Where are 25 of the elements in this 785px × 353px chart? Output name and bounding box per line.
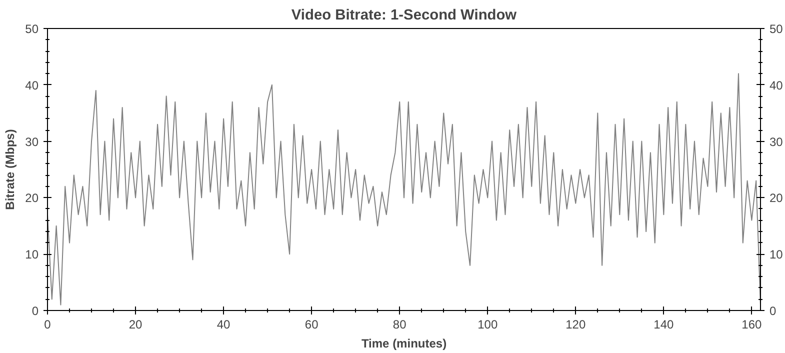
y-tick-label: 10 <box>25 248 39 262</box>
x-tick-label: 120 <box>566 318 586 332</box>
chart-title: Video Bitrate: 1-Second Window <box>291 8 518 24</box>
x-tick-label: 160 <box>742 318 762 332</box>
y-tick-label: 50 <box>25 22 39 36</box>
x-tick-label: 80 <box>392 318 407 332</box>
x-tick-label: 60 <box>304 318 319 332</box>
y-axis-title: Bitrate (Mbps) <box>3 129 18 210</box>
x-tick-label: 20 <box>128 318 143 332</box>
y2-tick-label: 0 <box>770 304 776 318</box>
y-tick-label: 0 <box>32 304 39 318</box>
y2-tick-label: 50 <box>770 22 784 36</box>
y2-tick-label: 10 <box>770 248 784 262</box>
x-tick-label: 140 <box>654 318 674 332</box>
x-tick-label: 40 <box>216 318 231 332</box>
y-tick-label: 20 <box>25 191 39 206</box>
x-tick-label: 0 <box>44 318 52 332</box>
x-tick-label: 100 <box>478 318 498 332</box>
y2-tick-label: 40 <box>770 78 784 92</box>
y-tick-label: 40 <box>25 78 39 92</box>
y2-tick-label: 20 <box>770 191 784 206</box>
line-series <box>48 73 760 306</box>
x-axis-title: Time (minutes) <box>361 336 447 350</box>
y2-tick-label: 30 <box>770 134 784 149</box>
y-tick-label: 30 <box>25 134 39 149</box>
